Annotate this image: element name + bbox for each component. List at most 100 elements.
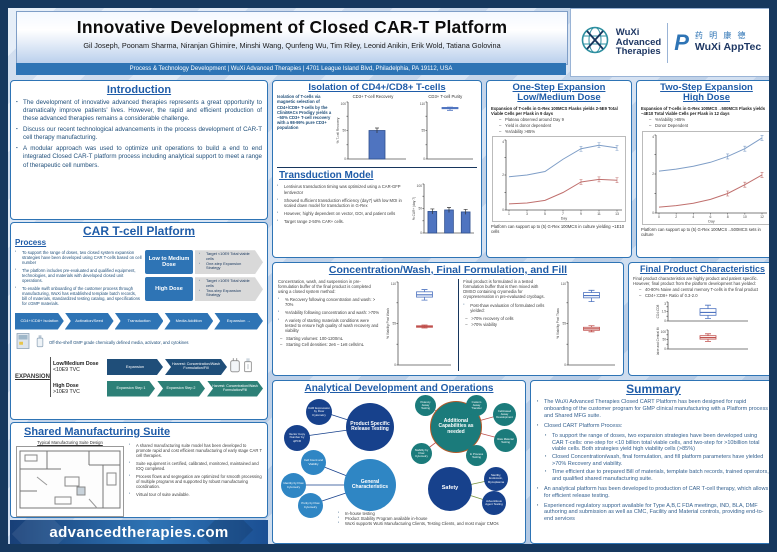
- intro-bullet: Discuss our recent technological advance…: [16, 126, 262, 142]
- svg-text:0: 0: [423, 157, 425, 161]
- svg-text:50: 50: [418, 207, 422, 211]
- final-product-text: Final product characteristics are highly…: [633, 275, 758, 286]
- spoke-general: Cell Count and Viability: [301, 450, 326, 475]
- spoke-additional: Stability by Flow Cytometry: [411, 443, 432, 464]
- onestep-bullet: Plateau observed around Day 9: [497, 117, 627, 122]
- spoke-additional: In Process Testing: [466, 445, 487, 466]
- transduction-bullet: Target range 2-50% CAR+ cells.: [277, 219, 408, 224]
- svg-text:0: 0: [564, 363, 566, 367]
- cd3-recovery-chart-title: CD3+ T-cell Recovery: [352, 94, 394, 100]
- process-bullet: To support the range of doses, two close…: [15, 250, 142, 265]
- svg-text:12: 12: [760, 215, 764, 219]
- svg-text:% T-cell Recovery: % T-cell Recovery: [336, 118, 340, 144]
- formulation-text: Final product is formulated in a tested …: [463, 278, 545, 299]
- spoke-product: Vector Copy Number by qPCR: [284, 425, 310, 451]
- wuxi-apptec-wordmark: 药 明 康 德 WuXi AppTec: [695, 31, 761, 53]
- svg-text:110: 110: [561, 282, 566, 286]
- suite-bullet: Process flows and segregation are optimi…: [129, 474, 262, 489]
- flow-step: Expansion →: [214, 313, 263, 330]
- website-banner[interactable]: advancedtherapies.com: [10, 520, 268, 544]
- isolation-title: Isolation of CD4+/CD8+ T-cells: [308, 82, 446, 93]
- onestep-growth-chart: 0 4 2 1 3 5 7 9 11 13 Day: [492, 136, 626, 223]
- svg-text:Day: Day: [561, 217, 568, 221]
- expansion-step: Harvest: Concentration/Wash Formulation/…: [165, 359, 227, 375]
- analytical-bubble-map: Product Specific Release Testing CAR Exp…: [278, 395, 520, 518]
- concwash-bullet: % Recovery following concentration and w…: [278, 297, 381, 307]
- twostep-title-line1: Two-Step Expansion: [660, 82, 753, 93]
- svg-text:CD4:CD8: CD4:CD8: [656, 304, 660, 318]
- introduction-title: Introduction: [106, 84, 172, 96]
- onestep-headline: Expansion of T-cells in G-Rex 100MCS Fla…: [491, 105, 618, 116]
- apptec-chinese: 药 明 康 德: [694, 31, 748, 41]
- intro-bullet: The development of innovative advanced t…: [16, 99, 262, 123]
- suite-floorplan-image: [16, 446, 124, 517]
- concwash-bullet: A variety of starting materials conditio…: [278, 318, 381, 333]
- onestep-panel: One-Step Expansion Low/Medium Dose Expan…: [486, 80, 632, 258]
- onestep-title-line1: One-Step Expansion: [512, 82, 606, 93]
- logo-line3: Therapies: [615, 46, 661, 58]
- process-title: Process: [15, 238, 47, 248]
- svg-text:6: 6: [710, 215, 712, 219]
- wash-recovery-chart: 0 110 55% Viability Post Wash: [385, 279, 454, 371]
- thaw-recovery-chart: 0 110 55% Viability Post Thaw: [555, 279, 618, 371]
- svg-text:110: 110: [420, 102, 425, 106]
- svg-text:0: 0: [664, 319, 666, 323]
- suite-panel: Shared Manufacturing Suite Typical Manuf…: [10, 422, 268, 518]
- svg-text:5: 5: [544, 212, 546, 216]
- flow-step: Media Addition: [164, 313, 213, 330]
- concwash-panel: Concentration/Wash, Final Formulation, a…: [272, 262, 624, 376]
- transduction-chart: 0 100 50% CAR+ (day 7): [411, 181, 477, 239]
- twostep-panel: Two-Step Expansion High Dose Expansion o…: [636, 80, 769, 258]
- product-bottle-icon: [243, 357, 253, 378]
- final-product-bullet: CD4+:CD8+ Ratio of 0.3-2.0: [637, 293, 769, 298]
- expansion-row-label: High Dose: [53, 382, 79, 389]
- process-bullet: To enable swift onboarding of the custom…: [15, 286, 142, 306]
- dose-box-high: High Dose: [145, 277, 193, 302]
- analytical-bullet: Product Stability Program available in-h…: [338, 516, 520, 521]
- svg-text:2: 2: [652, 172, 654, 176]
- platform-title: CAR T-cell Platform: [82, 224, 196, 238]
- apptec-name: WuXi AppTec: [694, 41, 762, 53]
- website-url[interactable]: advancedtherapies.com: [49, 523, 229, 541]
- onestep-bullet: Yield is donor dependent: [497, 123, 627, 128]
- svg-text:11: 11: [597, 212, 601, 216]
- platform-panel: CAR T-cell Platform Process To support t…: [10, 222, 268, 420]
- summary-sub-item: Time efficient due to prepared Bill of m…: [545, 469, 769, 483]
- svg-text:0: 0: [652, 211, 654, 215]
- svg-text:55: 55: [393, 321, 397, 325]
- header-panel: Innovative Development of Closed CAR-T P…: [16, 11, 568, 65]
- apptec-p-icon: P: [674, 29, 689, 55]
- isolation-transduction-panel: Isolation of CD4+/CD8+ T-cells Isolation…: [272, 80, 482, 258]
- spoke-general: Identity by Flow Cytometry: [281, 473, 306, 498]
- flow-step: CD4+/CD8+ Isolation: [15, 313, 64, 330]
- wuxi-globe-icon: [580, 25, 610, 60]
- expansion-label: EXPANSION: [15, 373, 50, 380]
- suite-diagram-caption: Typical Manufacturing Suite Design: [37, 440, 103, 446]
- svg-text:4: 4: [502, 140, 504, 144]
- concwash-sub-bullet: Starting Cell densities: 2e6 – 1e8 cells…: [278, 342, 381, 347]
- svg-text:1: 1: [508, 212, 510, 216]
- summary-sub-item: To support the range of doses, two expan…: [545, 433, 769, 454]
- formulation-sub-bullet: >70% recovery of cells: [463, 316, 551, 321]
- final-product-bullet: 40-80% Naive and central memory T-cells …: [637, 287, 769, 292]
- logo-line2: Advanced: [615, 36, 662, 48]
- svg-text:9: 9: [580, 212, 582, 216]
- summary-item: The WuXi Advanced Therapies Closed CART …: [537, 399, 769, 420]
- isolation-text: Isolation of T-cells via magnetic select…: [277, 94, 332, 130]
- twostep-bullet: %Viability >85%: [647, 117, 769, 122]
- analytical-bullet: WuXi supports WuXi Manufacturing Clients…: [338, 521, 520, 526]
- transduction-title: Transduction Model: [279, 170, 374, 182]
- twostep-growth-chart: 0 4 2 0 2 4 6 8 10 12 Day: [642, 131, 769, 225]
- svg-text:% Viability Post Thaw: % Viability Post Thaw: [556, 307, 560, 338]
- transduction-bullet: Showed sufficient transduction efficienc…: [277, 198, 408, 208]
- affiliation-bar: Process & Technology Development | WuXi …: [16, 63, 566, 75]
- expansion-row-sub: >10E9 TVC: [53, 388, 80, 395]
- svg-text:% CAR+ (day 7): % CAR+ (day 7): [412, 197, 416, 220]
- svg-text:100: 100: [417, 184, 423, 188]
- poster-title: Innovative Development of Closed CAR-T P…: [76, 17, 508, 37]
- svg-text:110: 110: [391, 282, 396, 286]
- onestep-title-line2: Low/Medium Dose: [517, 92, 601, 104]
- transduction-bullet: Lentivirus transduction timing was optim…: [277, 184, 408, 194]
- final-product-title: Final Product Characteristics: [639, 264, 766, 274]
